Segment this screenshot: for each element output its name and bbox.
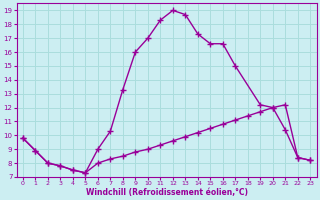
X-axis label: Windchill (Refroidissement éolien,°C): Windchill (Refroidissement éolien,°C) [85, 188, 248, 197]
